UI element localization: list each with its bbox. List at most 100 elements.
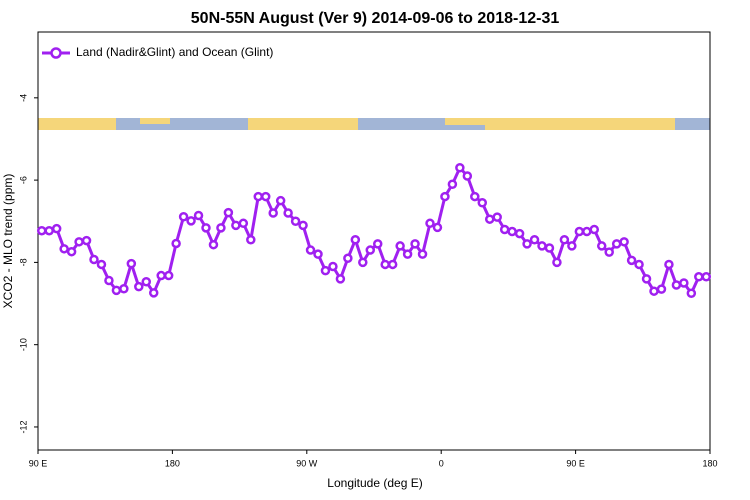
- point: [253, 191, 264, 202]
- y-tick-label: -4: [18, 94, 28, 102]
- point: [589, 224, 600, 235]
- point: [455, 163, 465, 173]
- x-tick-label: 90 E: [29, 458, 48, 468]
- point: [156, 270, 166, 281]
- point: [335, 274, 346, 284]
- point: [246, 235, 256, 245]
- point: [89, 254, 99, 265]
- point: [343, 253, 353, 264]
- point: [313, 249, 323, 259]
- point: [664, 259, 674, 270]
- point: [268, 208, 278, 218]
- point: [141, 276, 152, 287]
- point: [328, 261, 338, 272]
- point: [686, 288, 697, 298]
- point: [462, 171, 473, 181]
- point: [178, 211, 189, 222]
- point: [193, 210, 204, 221]
- y-axis-label: XCO2 - MLO trend (ppm): [1, 174, 15, 309]
- point: [208, 239, 219, 250]
- point: [679, 278, 689, 288]
- point: [126, 258, 137, 269]
- point: [380, 259, 390, 270]
- point: [499, 224, 510, 235]
- point: [201, 223, 211, 233]
- plot-frame: [37, 31, 711, 451]
- point: [537, 241, 547, 251]
- point: [574, 226, 585, 237]
- point: [410, 239, 420, 249]
- point: [395, 241, 405, 251]
- point: [350, 235, 361, 245]
- point: [507, 226, 517, 237]
- point: [514, 228, 525, 239]
- series-line: [41, 166, 707, 295]
- point: [387, 259, 398, 270]
- legend-label: Land (Nadir&Glint) and Ocean (Glint): [76, 45, 273, 59]
- point: [552, 257, 562, 268]
- point: [148, 288, 159, 298]
- point: [544, 243, 555, 253]
- chart-title: 50N-55N August (Ver 9) 2014-09-06 to 201…: [191, 10, 560, 27]
- y-tick-label: -8: [18, 258, 28, 266]
- point: [402, 249, 413, 259]
- point: [626, 255, 637, 266]
- point: [694, 272, 704, 282]
- y-tick-label: -10: [18, 338, 28, 351]
- point: [634, 259, 644, 270]
- point: [611, 239, 622, 249]
- point: [529, 235, 540, 245]
- point: [171, 238, 181, 249]
- point: [649, 286, 659, 296]
- legend-marker: [50, 47, 62, 59]
- point: [36, 225, 47, 236]
- point: [671, 280, 682, 290]
- x-tick-label: 180: [165, 458, 180, 468]
- point: [290, 216, 301, 227]
- point: [186, 216, 196, 226]
- point: [104, 275, 114, 286]
- point: [59, 244, 69, 254]
- point: [492, 212, 502, 222]
- point: [275, 195, 286, 206]
- point: [701, 272, 712, 282]
- point: [365, 245, 376, 255]
- point: [417, 249, 428, 259]
- point: [231, 220, 241, 231]
- point: [484, 214, 495, 224]
- point: [477, 197, 488, 208]
- point: [358, 257, 368, 268]
- point: [372, 239, 383, 249]
- point: [596, 241, 607, 251]
- map-strip: [38, 118, 710, 130]
- point: [238, 218, 249, 229]
- point: [582, 226, 592, 237]
- point: [96, 259, 107, 270]
- point: [119, 283, 129, 294]
- point: [440, 191, 450, 202]
- point: [283, 208, 293, 218]
- point: [470, 191, 480, 202]
- point: [425, 218, 435, 229]
- point: [447, 179, 458, 189]
- y-tick-label: -12: [18, 420, 28, 433]
- point: [163, 270, 174, 281]
- point: [216, 223, 226, 233]
- point: [260, 191, 271, 202]
- point: [559, 235, 570, 245]
- point: [44, 225, 54, 236]
- point: [656, 284, 667, 294]
- point: [604, 247, 614, 257]
- x-tick-label: 90 E: [566, 458, 585, 468]
- point: [298, 220, 308, 231]
- point: [111, 285, 122, 296]
- x-tick-label: 0: [439, 458, 444, 468]
- point: [305, 245, 316, 255]
- point: [223, 207, 234, 218]
- point: [522, 239, 532, 249]
- point: [567, 241, 577, 251]
- point: [619, 237, 629, 247]
- point: [74, 237, 84, 247]
- point: [432, 222, 443, 233]
